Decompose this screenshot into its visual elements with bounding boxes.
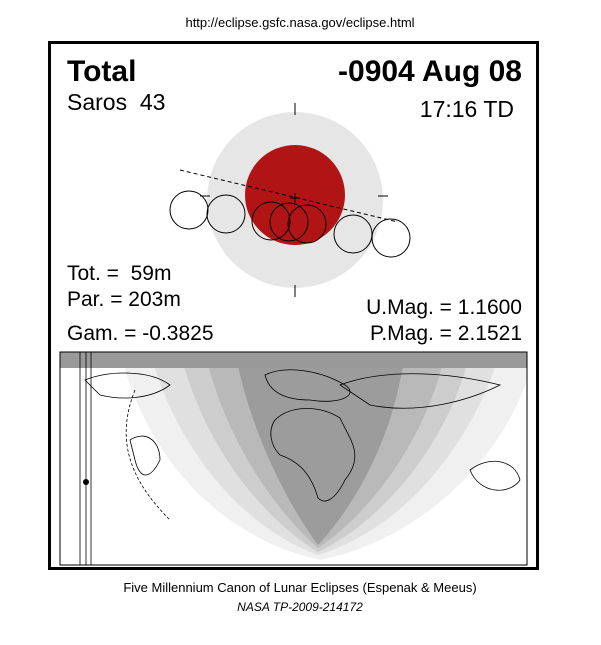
saros: Saros 43 [67,89,165,115]
date: -0904 Aug 08 [338,55,522,88]
umbral-magnitude: U.Mag. = 1.1600 [366,296,522,319]
time: 17:16 TD [420,96,514,122]
penumbral-magnitude: P.Mag. = 2.1521 [370,322,522,345]
totality: Tot. = 59m [67,262,171,285]
path-line [179,169,399,223]
eclipse-geometry [169,103,411,297]
publication: NASA TP-2009-214172 [237,600,363,614]
eclipse-type: Total [67,55,136,88]
moon-positions [169,190,411,258]
partiality: Par. = 203m [67,288,181,311]
world-map [59,351,528,566]
canon-credit: Five Millennium Canon of Lunar Eclipses … [123,580,476,595]
url: http://eclipse.gsfc.nasa.gov/eclipse.htm… [185,15,414,30]
gamma: Gam. = -0.3825 [67,322,214,345]
